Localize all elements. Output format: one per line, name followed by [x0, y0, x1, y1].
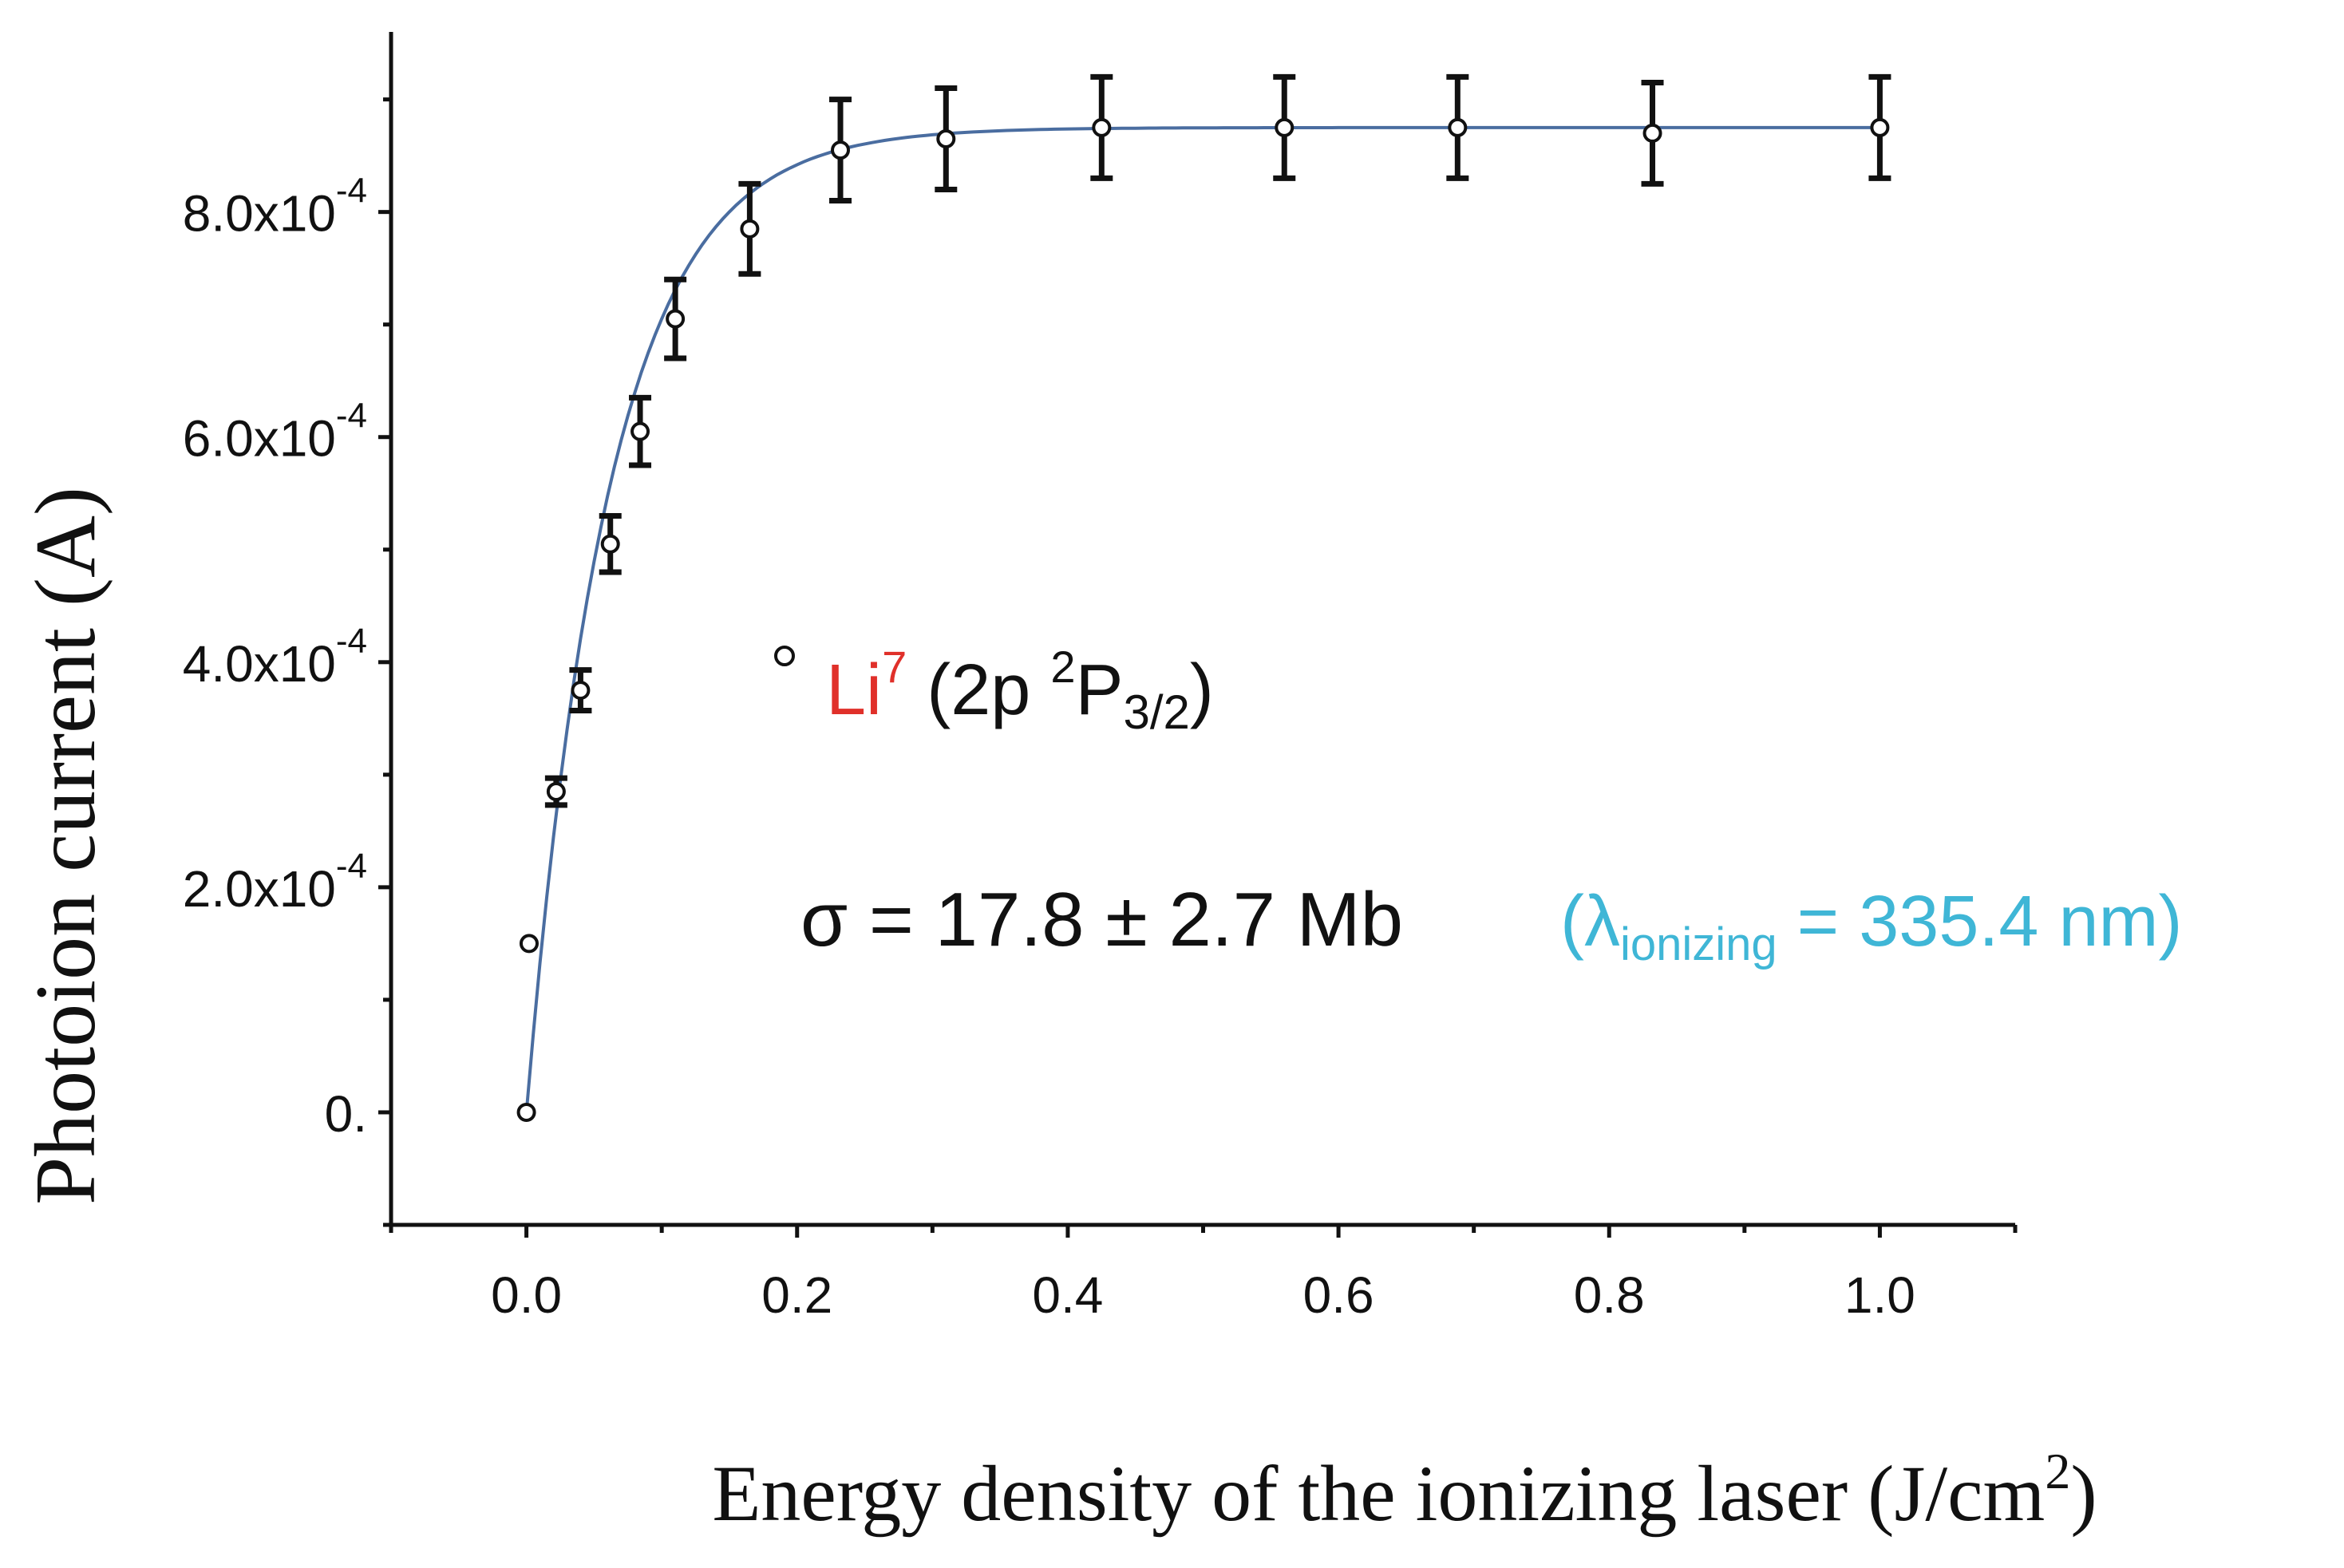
- y-tick-label: 2.0x10-4: [183, 847, 367, 918]
- x-tick-label: 1.0: [1844, 1266, 1915, 1324]
- x-tick-label: 0.2: [761, 1266, 832, 1324]
- data-point: [569, 667, 592, 713]
- data-point: [516, 1102, 536, 1122]
- legend-marker-circle: [774, 646, 795, 666]
- data-point: [629, 394, 652, 468]
- data-point: [599, 512, 622, 575]
- legend: Li7 (2p 2P3/2): [774, 642, 1214, 739]
- data-point: [935, 85, 958, 192]
- y-tick-label: 6.0x10-4: [183, 397, 367, 468]
- data-point: [544, 775, 567, 808]
- x-tick-label: 0.4: [1032, 1266, 1103, 1324]
- data-point: [664, 276, 687, 361]
- data-point: [1090, 73, 1113, 181]
- wavelength-label: (λionizing = 335.4 nm): [1560, 882, 2182, 970]
- data-point-marker: [1092, 117, 1112, 137]
- y-tick-label: 8.0x10-4: [183, 172, 367, 243]
- data-point-marker: [630, 421, 650, 441]
- data-point-marker: [936, 128, 956, 148]
- data-point: [1868, 73, 1891, 181]
- data-point-marker: [831, 140, 851, 160]
- data-point-marker: [600, 534, 620, 554]
- x-ticks: 0.0 0.2 0.4 0.6 0.8 1.0: [389, 1225, 2018, 1324]
- data-points: [516, 73, 1891, 1122]
- data-point: [1641, 79, 1664, 187]
- y-ticks: 0. 2.0x10-4 4.0x10-4 6.0x10-4 8.0x10-4: [183, 97, 391, 1227]
- x-tick-label: 0.8: [1574, 1266, 1645, 1324]
- data-point-marker: [519, 934, 539, 954]
- y-tick-label: 4.0x10-4: [183, 622, 367, 693]
- y-axis-label: Photoion current (A): [18, 487, 113, 1205]
- data-point-marker: [516, 1102, 536, 1122]
- data-point-marker: [1642, 123, 1662, 143]
- data-point-marker: [1275, 117, 1295, 137]
- data-point: [829, 97, 852, 204]
- data-point-marker: [666, 309, 686, 329]
- sigma-value: σ = 17.8 ± 2.7 Mb: [800, 877, 1403, 962]
- legend-label: Li7 (2p 2P3/2): [826, 642, 1214, 739]
- data-point: [1446, 73, 1469, 181]
- data-point-marker: [740, 219, 760, 239]
- legend-species: Li: [826, 650, 882, 730]
- x-tick-label: 0.6: [1303, 1266, 1374, 1324]
- x-tick-label: 0.0: [491, 1266, 562, 1324]
- x-axis-label: Energy density of the ionizing laser (J/…: [712, 1443, 2097, 1538]
- data-point-marker: [1870, 117, 1890, 137]
- data-point: [1273, 73, 1296, 181]
- cross-section-annotation: σ = 17.8 ± 2.7 Mb (λionizing = 335.4 nm): [800, 877, 2182, 970]
- data-point: [519, 934, 539, 954]
- axes: [389, 32, 2015, 1227]
- data-point-marker: [546, 782, 566, 802]
- y-tick-label: 0.: [325, 1085, 367, 1143]
- data-point: [738, 180, 761, 277]
- data-point-marker: [571, 681, 591, 701]
- data-point-marker: [1448, 117, 1468, 137]
